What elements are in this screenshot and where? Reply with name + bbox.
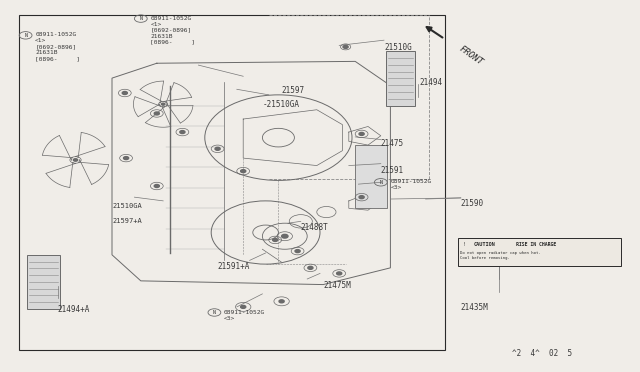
Circle shape xyxy=(359,132,364,135)
Bar xyxy=(27,255,60,309)
Circle shape xyxy=(343,45,348,48)
Text: 21475M: 21475M xyxy=(323,281,351,290)
Text: 21435M: 21435M xyxy=(461,303,488,312)
Circle shape xyxy=(279,300,284,303)
Text: 08911-1052G
<1>
[0692-0896]
21631B
[0896-     ]: 08911-1052G <1> [0692-0896] 21631B [0896… xyxy=(150,16,195,45)
Text: 21510G: 21510G xyxy=(384,43,412,52)
Circle shape xyxy=(273,238,278,241)
Text: 21591+A: 21591+A xyxy=(218,262,250,271)
Bar xyxy=(386,51,415,106)
Text: N: N xyxy=(380,180,382,185)
Text: N: N xyxy=(140,16,142,21)
Text: 21590: 21590 xyxy=(461,199,484,208)
Circle shape xyxy=(241,170,246,173)
Text: 21488T: 21488T xyxy=(301,223,328,232)
Circle shape xyxy=(308,266,313,269)
Text: 21475: 21475 xyxy=(381,140,404,148)
Text: ^2  4^  02  5: ^2 4^ 02 5 xyxy=(512,349,572,358)
Text: !: ! xyxy=(463,242,466,247)
Circle shape xyxy=(74,159,77,161)
Circle shape xyxy=(154,112,159,115)
Text: 21510GA: 21510GA xyxy=(112,203,141,209)
Circle shape xyxy=(180,131,185,134)
Text: 21494+A: 21494+A xyxy=(58,305,90,314)
Text: 21591: 21591 xyxy=(381,166,404,174)
Circle shape xyxy=(122,92,127,94)
Text: Do not open radiator cap when hot.
Cool before removing.: Do not open radiator cap when hot. Cool … xyxy=(460,251,541,260)
Circle shape xyxy=(337,272,342,275)
Circle shape xyxy=(154,185,159,187)
Text: 08911-1052G
<3>: 08911-1052G <3> xyxy=(390,179,431,190)
Text: FRONT: FRONT xyxy=(458,45,484,67)
Text: 08911-1052G
<1>
[0692-0896]
21631B
[0896-     ]: 08911-1052G <1> [0692-0896] 21631B [0896… xyxy=(35,32,80,61)
Text: N: N xyxy=(213,310,216,315)
Circle shape xyxy=(161,103,165,105)
Circle shape xyxy=(295,250,300,253)
Text: CAUTION: CAUTION xyxy=(474,242,495,247)
Bar xyxy=(355,145,387,208)
Circle shape xyxy=(124,157,129,160)
Bar xyxy=(19,15,445,350)
Circle shape xyxy=(215,147,220,150)
Text: 08911-1052G
<3>: 08911-1052G <3> xyxy=(224,310,265,321)
Text: 21597: 21597 xyxy=(282,86,305,94)
Text: RISE IN CHARGE: RISE IN CHARGE xyxy=(516,242,557,247)
Text: -21510GA: -21510GA xyxy=(262,100,300,109)
Circle shape xyxy=(359,196,364,199)
Circle shape xyxy=(241,305,246,308)
Bar xyxy=(458,238,621,266)
Text: 21597+A: 21597+A xyxy=(112,218,141,224)
Text: 21494: 21494 xyxy=(419,78,442,87)
Circle shape xyxy=(282,234,288,238)
Text: N: N xyxy=(24,33,27,38)
